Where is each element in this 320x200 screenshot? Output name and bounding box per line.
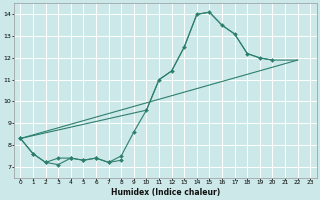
- X-axis label: Humidex (Indice chaleur): Humidex (Indice chaleur): [111, 188, 220, 197]
